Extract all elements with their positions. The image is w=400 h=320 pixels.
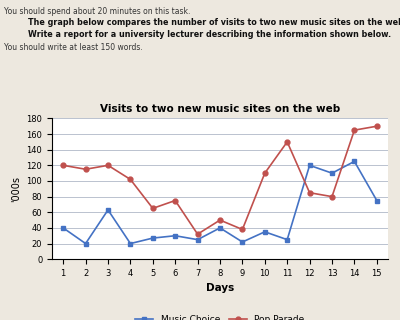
Y-axis label: '000s: '000s xyxy=(11,176,21,202)
Text: You should write at least 150 words.: You should write at least 150 words. xyxy=(4,43,143,52)
Text: The graph below compares the number of visits to two new music sites on the web.: The graph below compares the number of v… xyxy=(28,18,400,27)
Legend: Music Choice, Pop Parade: Music Choice, Pop Parade xyxy=(132,312,308,320)
Text: You should spend about 20 minutes on this task.: You should spend about 20 minutes on thi… xyxy=(4,7,190,16)
X-axis label: Days: Days xyxy=(206,284,234,293)
Text: Visits to two new music sites on the web: Visits to two new music sites on the web xyxy=(100,104,340,114)
Text: Write a report for a university lecturer describing the information shown below.: Write a report for a university lecturer… xyxy=(28,30,391,39)
